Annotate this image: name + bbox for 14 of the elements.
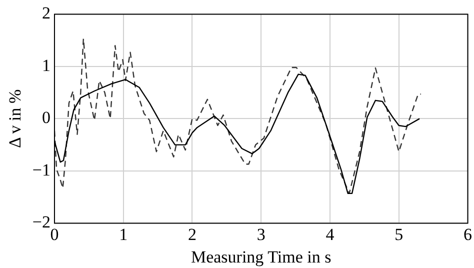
- x-tick-label: 1: [119, 224, 128, 244]
- y-tick-label: 2: [42, 4, 50, 23]
- x-tick-label: 3: [256, 224, 266, 244]
- x-tick-label: 6: [464, 224, 472, 244]
- y-tick-label: −1: [32, 160, 50, 180]
- y-axis-title: Δ v in %: [6, 89, 25, 148]
- line-series: [54, 38, 422, 194]
- y-tick-label: 0: [42, 108, 50, 128]
- x-axis-title: Measuring Time in s: [190, 247, 332, 266]
- x-tick-label: 2: [188, 224, 196, 244]
- x-tick-label: 5: [394, 224, 404, 244]
- y-tick-label: 1: [42, 56, 50, 75]
- y-tick-label: −2: [32, 212, 50, 232]
- x-tick-label: 4: [326, 224, 335, 244]
